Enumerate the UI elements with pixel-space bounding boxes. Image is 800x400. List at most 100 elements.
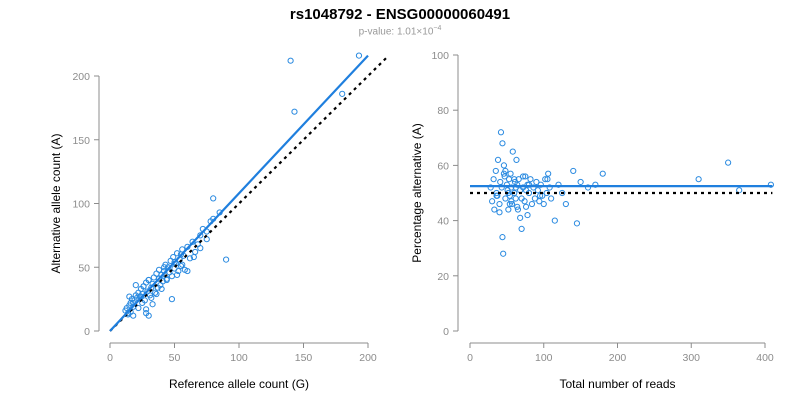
right-data-point bbox=[736, 187, 743, 194]
right-data-point bbox=[500, 162, 508, 169]
right-data-point bbox=[534, 187, 541, 194]
right-data-point bbox=[496, 209, 503, 216]
left-data-point bbox=[166, 269, 173, 276]
left-y-tick-label: 100 bbox=[72, 199, 90, 211]
right-data-point bbox=[513, 156, 520, 163]
left-data-point bbox=[153, 290, 160, 298]
left-data-point bbox=[177, 251, 185, 258]
right-data-point bbox=[522, 173, 529, 180]
left-data-point bbox=[210, 195, 217, 202]
chart-subtitle: p-value: 1.01×10−4 bbox=[0, 25, 800, 37]
left-data-point bbox=[168, 296, 176, 303]
right-data-point bbox=[508, 200, 516, 208]
right-data-point bbox=[505, 206, 512, 213]
left-y-tick-label: 200 bbox=[72, 71, 90, 83]
right-data-point bbox=[695, 176, 702, 183]
left-y-tick-label: 150 bbox=[72, 135, 90, 147]
right-data-point bbox=[584, 184, 592, 191]
left-data-point bbox=[223, 256, 230, 263]
right-data-point bbox=[528, 200, 536, 208]
right-y-tick-label: 80 bbox=[437, 105, 449, 117]
right-data-point bbox=[511, 189, 518, 197]
right-data-point bbox=[530, 184, 537, 191]
right-data-point bbox=[512, 195, 519, 202]
left-data-point bbox=[192, 248, 199, 256]
right-data-point bbox=[570, 167, 577, 175]
right-data-point bbox=[515, 176, 522, 183]
right-x-tick-label: 400 bbox=[756, 352, 774, 364]
right-data-point bbox=[540, 200, 547, 208]
right-data-point bbox=[506, 200, 513, 208]
left-y-tick-label: 0 bbox=[84, 326, 90, 338]
right-data-point bbox=[496, 200, 503, 208]
left-data-point bbox=[132, 282, 139, 289]
right-y-axis-label: Percentage alternative (A) bbox=[410, 123, 424, 262]
left-data-point bbox=[143, 306, 150, 313]
left-fit-line bbox=[109, 54, 369, 332]
left-data-point bbox=[152, 289, 159, 296]
right-data-point bbox=[500, 250, 507, 257]
left-data-point bbox=[130, 312, 137, 319]
right-data-point bbox=[562, 200, 569, 208]
right-data-point bbox=[505, 176, 513, 183]
left-data-point bbox=[197, 245, 204, 252]
right-data-point bbox=[511, 176, 518, 183]
left-data-point bbox=[197, 232, 204, 239]
right-data-point bbox=[497, 129, 505, 136]
left-x-tick-label: 200 bbox=[359, 352, 377, 364]
right-data-point bbox=[599, 170, 606, 177]
left-data-point bbox=[173, 250, 181, 257]
right-data-point bbox=[542, 176, 549, 183]
right-data-point bbox=[514, 206, 522, 213]
right-data-point bbox=[527, 176, 534, 183]
right-data-point bbox=[507, 170, 514, 177]
left-data-point bbox=[140, 283, 147, 290]
right-data-point bbox=[499, 234, 506, 241]
right-data-point bbox=[491, 206, 498, 213]
right-data-point bbox=[767, 181, 775, 188]
right-data-point bbox=[517, 214, 524, 221]
right-data-point bbox=[545, 170, 552, 177]
right-data-point bbox=[509, 148, 516, 155]
right-data-point bbox=[502, 195, 509, 202]
right-panel: 0 100 200 300 400 0 20 40 60 80 100 Total number of… bbox=[410, 50, 775, 391]
right-data-point bbox=[492, 167, 499, 175]
left-data-point bbox=[163, 276, 170, 284]
right-data-point bbox=[518, 225, 525, 232]
right-data-point bbox=[725, 159, 732, 166]
left-data-point bbox=[355, 52, 363, 59]
right-y-tick-label: 60 bbox=[437, 160, 449, 172]
chart-title: rs1048792 - ENSG00000060491 bbox=[289, 6, 511, 23]
right-data-point bbox=[533, 178, 540, 186]
right-data-point bbox=[518, 195, 525, 202]
right-data-point bbox=[494, 156, 502, 163]
left-data-point bbox=[155, 266, 163, 273]
right-data-point bbox=[493, 192, 500, 199]
left-data-point bbox=[173, 271, 181, 278]
right-data-point bbox=[531, 195, 539, 202]
right-data-point bbox=[592, 181, 599, 188]
left-x-tick-label: 100 bbox=[230, 352, 248, 364]
right-x-tick-label: 100 bbox=[535, 352, 553, 364]
right-data-point bbox=[555, 181, 562, 188]
right-x-axis-label: Total number of reads bbox=[559, 377, 675, 391]
right-data-point bbox=[497, 178, 504, 186]
right-y-tick-label: 40 bbox=[437, 216, 449, 228]
left-y-tick-label: 50 bbox=[78, 262, 90, 274]
right-data-point bbox=[487, 184, 494, 191]
left-data-point bbox=[179, 261, 186, 268]
right-y-tick-label: 20 bbox=[437, 271, 449, 283]
left-data-point bbox=[177, 262, 185, 270]
left-data-point bbox=[145, 276, 152, 284]
right-data-point bbox=[499, 140, 506, 147]
right-data-point bbox=[524, 211, 531, 219]
left-x-axis-label: Reference allele count (G) bbox=[169, 377, 309, 391]
right-x-tick-label: 200 bbox=[609, 352, 627, 364]
left-data-point bbox=[149, 301, 156, 308]
left-data-point bbox=[184, 267, 191, 275]
right-data-point bbox=[573, 220, 581, 227]
left-data-point bbox=[135, 304, 142, 312]
left-data-point bbox=[126, 293, 133, 300]
right-y-tick-label: 100 bbox=[431, 50, 449, 62]
